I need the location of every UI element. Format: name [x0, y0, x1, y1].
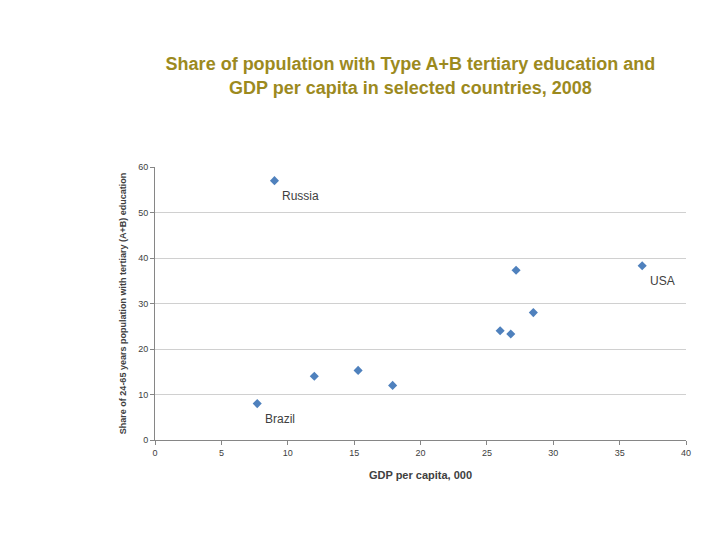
svg-text:25: 25 — [482, 448, 492, 458]
svg-text:20: 20 — [415, 448, 425, 458]
svg-text:Share of 24-65 years populatio: Share of 24-65 years population with ter… — [118, 173, 128, 434]
svg-text:0: 0 — [143, 435, 148, 445]
svg-text:USA: USA — [650, 274, 675, 288]
svg-text:10: 10 — [283, 448, 293, 458]
svg-text:10: 10 — [138, 390, 148, 400]
svg-text:30: 30 — [138, 299, 148, 309]
svg-text:35: 35 — [615, 448, 625, 458]
svg-text:20: 20 — [138, 344, 148, 354]
svg-text:Brazil: Brazil — [265, 412, 295, 426]
svg-text:GDP per capita, 000: GDP per capita, 000 — [369, 469, 472, 481]
svg-text:50: 50 — [138, 208, 148, 218]
svg-text:30: 30 — [548, 448, 558, 458]
svg-text:5: 5 — [219, 448, 224, 458]
svg-text:Share of population with Type: Share of population with Type A+B tertia… — [166, 54, 656, 97]
svg-text:0: 0 — [152, 448, 157, 458]
svg-text:Russia: Russia — [282, 189, 319, 203]
svg-text:15: 15 — [349, 448, 359, 458]
svg-text:40: 40 — [138, 253, 148, 263]
svg-text:40: 40 — [681, 448, 691, 458]
svg-text:60: 60 — [138, 162, 148, 172]
